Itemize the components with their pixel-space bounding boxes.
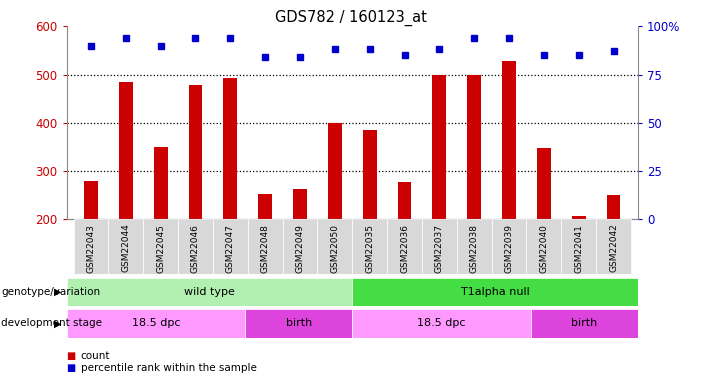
Bar [109,219,143,274]
Bar [143,219,178,274]
Text: GSM22037: GSM22037 [435,224,444,273]
Text: GSM22039: GSM22039 [505,224,514,273]
Bar [467,75,481,219]
Bar [178,219,213,274]
Bar [422,219,457,274]
Text: GDS782 / 160123_at: GDS782 / 160123_at [275,9,426,26]
Bar [189,85,203,219]
Text: wild type: wild type [184,286,235,297]
Bar [352,278,638,306]
Text: birth: birth [285,318,312,328]
Bar [67,309,245,338]
Bar [67,278,352,306]
Text: GSM22042: GSM22042 [609,224,618,273]
Bar [353,219,387,274]
Text: 18.5 dpc: 18.5 dpc [132,318,180,328]
Bar [491,219,526,274]
Text: GSM22035: GSM22035 [365,224,374,273]
Bar [537,148,551,219]
Text: GSM22045: GSM22045 [156,224,165,273]
Bar [526,219,562,274]
Text: ▶: ▶ [54,318,62,328]
Bar [457,219,491,274]
Bar [74,219,109,274]
Text: birth: birth [571,318,597,328]
Bar [258,194,272,219]
Bar [328,123,342,219]
Bar [502,62,516,219]
Bar [224,78,238,219]
Bar [352,309,531,338]
Bar [154,147,168,219]
Text: percentile rank within the sample: percentile rank within the sample [81,363,257,373]
Bar [245,309,352,338]
Text: GSM22048: GSM22048 [261,224,270,273]
Text: GSM22038: GSM22038 [470,224,479,273]
Text: ■: ■ [67,351,76,361]
Bar [318,219,352,274]
Bar [531,309,638,338]
Bar [293,189,307,219]
Bar [387,219,422,274]
Bar [572,216,585,219]
Text: GSM22043: GSM22043 [86,224,95,273]
Bar [433,75,447,219]
Text: ■: ■ [67,363,76,373]
Bar [283,219,318,274]
Text: GSM22040: GSM22040 [539,224,548,273]
Text: genotype/variation: genotype/variation [1,286,100,297]
Text: ▶: ▶ [54,286,62,297]
Text: 18.5 dpc: 18.5 dpc [417,318,465,328]
Text: GSM22041: GSM22041 [574,224,583,273]
Text: GSM22046: GSM22046 [191,224,200,273]
Text: GSM22036: GSM22036 [400,224,409,273]
Bar [247,219,283,274]
Text: GSM22049: GSM22049 [296,224,304,273]
Text: T1alpha null: T1alpha null [461,286,529,297]
Bar [562,219,596,274]
Text: GSM22050: GSM22050 [330,224,339,273]
Bar [119,82,132,219]
Bar [606,195,620,219]
Bar [213,219,247,274]
Text: GSM22047: GSM22047 [226,224,235,273]
Text: development stage: development stage [1,318,102,328]
Bar [596,219,631,274]
Bar [362,130,376,219]
Bar [84,181,98,219]
Text: GSM22044: GSM22044 [121,224,130,273]
Bar [397,182,411,219]
Text: count: count [81,351,110,361]
